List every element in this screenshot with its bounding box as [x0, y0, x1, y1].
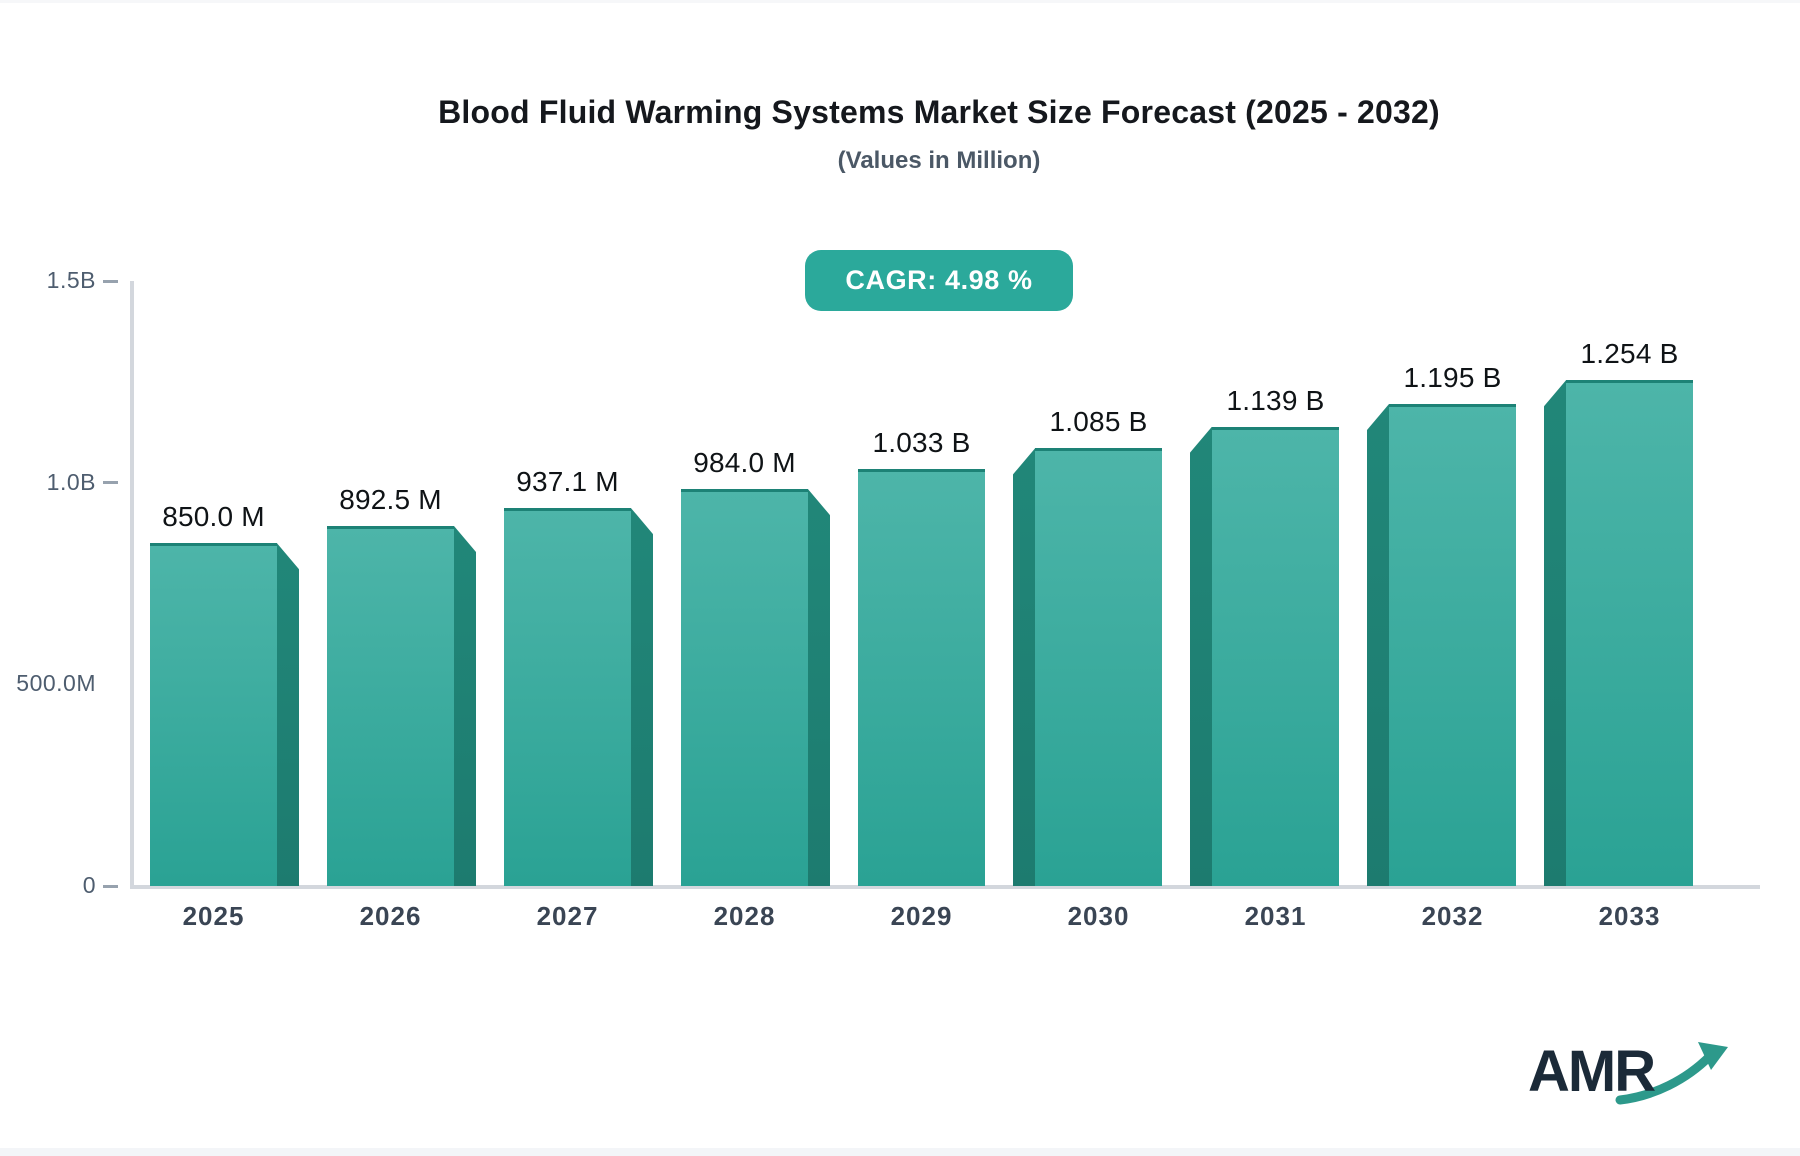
top-border: [0, 0, 1800, 3]
x-tick-label-2026: 2026: [359, 901, 422, 931]
y-tick-label-1.5B: 1.5B: [46, 267, 96, 294]
bar-side-2026: [454, 526, 476, 886]
bar-side-2030: [1013, 448, 1035, 886]
bar-value-label-2026: 892.5 M: [339, 484, 442, 516]
bar-value-label-2025: 850.0 M: [162, 501, 265, 533]
cagr-badge: CAGR: 4.98 %: [805, 250, 1073, 311]
bar-2032: [1389, 404, 1516, 886]
bar-2025: [150, 543, 277, 886]
bar-value-label-2029: 1.033 B: [872, 427, 971, 459]
bar-side-2033: [1544, 380, 1566, 886]
bar-side-2032: [1367, 404, 1389, 886]
x-tick-label-2033: 2033: [1598, 901, 1661, 931]
amr-logo-text: AMR: [1528, 1039, 1656, 1104]
y-axis: [130, 281, 134, 889]
x-axis: [130, 885, 1760, 889]
bottom-border: [0, 1148, 1800, 1156]
bar-side-2027: [631, 508, 653, 886]
growth-arrow-icon: [1615, 1042, 1728, 1105]
bar-value-label-2030: 1.085 B: [1049, 406, 1148, 438]
bar-2033: [1566, 380, 1693, 886]
page-title: Blood Fluid Warming Systems Market Size …: [438, 94, 1440, 130]
x-tick-label-2030: 2030: [1067, 901, 1130, 931]
amr-logo: AMR: [1528, 1038, 1728, 1118]
bar-2027: [504, 508, 631, 886]
bar-2026: [327, 526, 454, 886]
bar-value-label-2032: 1.195 B: [1403, 362, 1502, 394]
bar-value-label-2031: 1.139 B: [1226, 384, 1325, 416]
cagr-badge-row: CAGR: 4.98 %: [133, 250, 1745, 311]
y-tick-mark-1.5B: [103, 279, 118, 283]
x-tick-label-2028: 2028: [713, 901, 776, 931]
y-tick-label-1.0B: 1.0B: [46, 468, 96, 495]
x-tick-label-2029: 2029: [890, 901, 953, 931]
bar-value-label-2033: 1.254 B: [1580, 338, 1679, 370]
y-tick-label-500.0M: 500.0M: [16, 670, 96, 697]
bar-side-2028: [808, 489, 830, 886]
x-tick-label-2031: 2031: [1244, 901, 1307, 931]
y-tick-mark-0: [103, 884, 118, 888]
bar-side-2031: [1190, 426, 1212, 886]
bar-2028: [681, 489, 808, 886]
bar-2029: [858, 469, 985, 886]
bar-value-label-2027: 937.1 M: [516, 466, 619, 498]
bar-2031: [1212, 426, 1339, 886]
bar-value-label-2028: 984.0 M: [693, 447, 796, 479]
bar-side-2025: [277, 543, 299, 886]
x-tick-label-2025: 2025: [182, 901, 245, 931]
bar-2030: [1035, 448, 1162, 886]
y-tick-label-0: 0: [82, 872, 96, 898]
x-tick-label-2032: 2032: [1421, 901, 1484, 931]
x-tick-label-2027: 2027: [536, 901, 599, 931]
y-tick-mark-1.0B: [103, 481, 118, 485]
page-subtitle: (Values in Million): [837, 147, 1041, 174]
